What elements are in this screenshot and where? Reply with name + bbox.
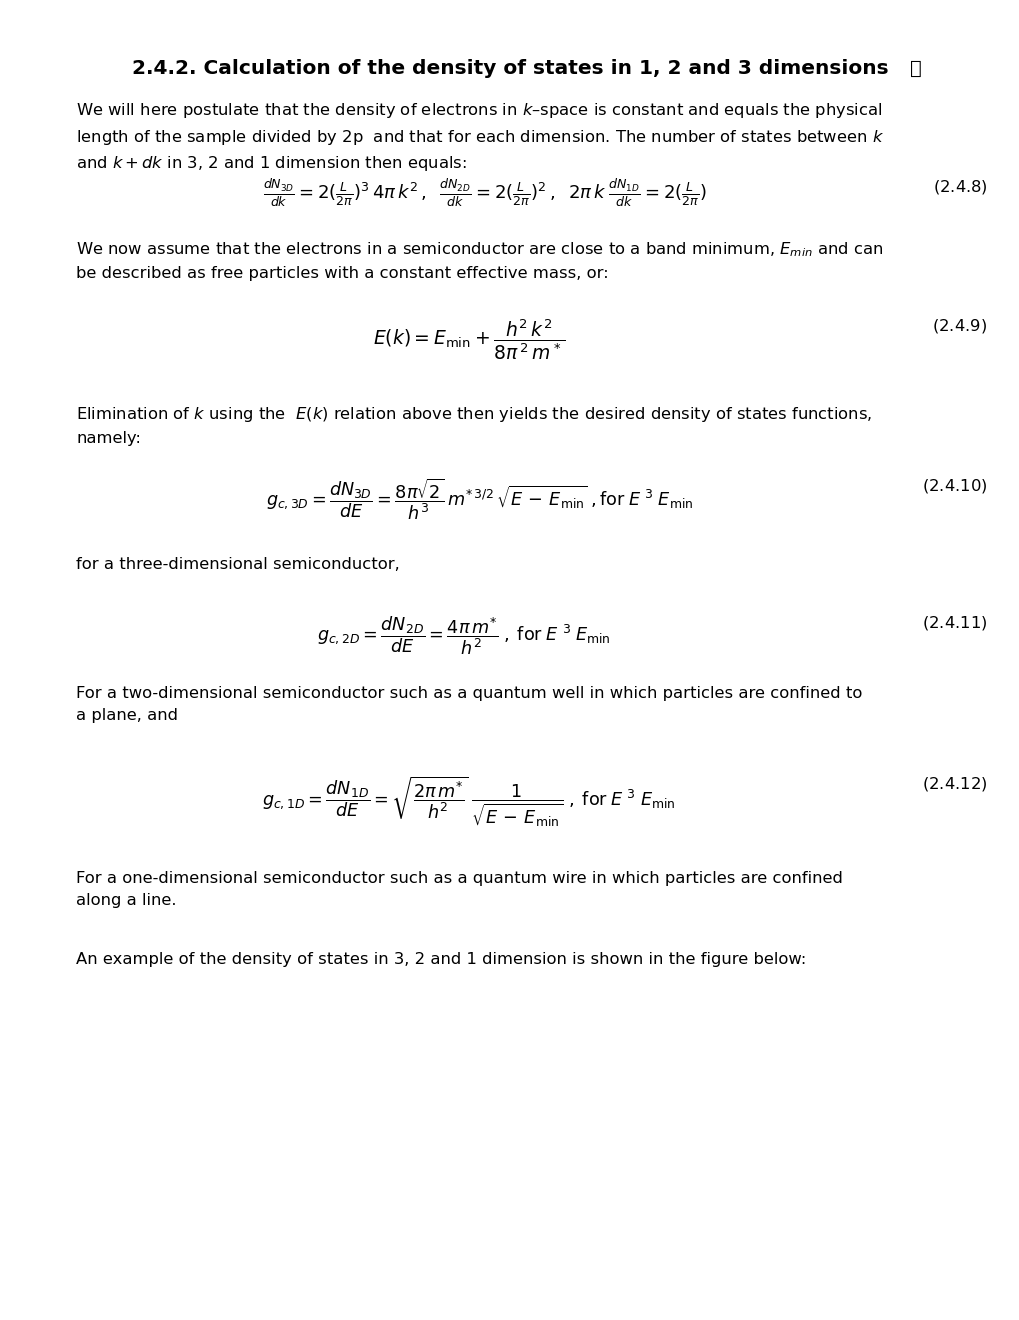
- Text: $g_{c,3D} = \dfrac{dN_{3D}}{dE} = \dfrac{8\pi\sqrt{2}}{h^3}\,m^{*\,3/2}\,\sqrt{E: $g_{c,3D} = \dfrac{dN_{3D}}{dE} = \dfrac…: [266, 477, 692, 523]
- Text: for a three-dimensional semiconductor,: for a three-dimensional semiconductor,: [76, 557, 399, 572]
- Text: Elimination of $k$ using the  $E(k)$ relation above then yields the desired dens: Elimination of $k$ using the $E(k)$ rela…: [76, 405, 872, 446]
- Text: We now assume that the electrons in a semiconductor are close to a band minimum,: We now assume that the electrons in a se…: [76, 240, 882, 281]
- Text: $E(k) = E_{\mathrm{min}} + \dfrac{h^2\,k^2}{8\pi^{\,2}\,m^*}$: $E(k) = E_{\mathrm{min}} + \dfrac{h^2\,k…: [373, 317, 565, 362]
- Text: An example of the density of states in 3, 2 and 1 dimension is shown in the figu: An example of the density of states in 3…: [76, 953, 806, 968]
- Text: $(2.4.8)$: $(2.4.8)$: [932, 177, 986, 195]
- Text: 2.4.2. Calculation of the density of states in 1, 2 and 3 dimensions: 2.4.2. Calculation of the density of sta…: [131, 58, 888, 78]
- Text: For a one-dimensional semiconductor such as a quantum wire in which particles ar: For a one-dimensional semiconductor such…: [76, 871, 843, 908]
- Text: 📚: 📚: [909, 58, 921, 78]
- Text: $(2.4.12)$: $(2.4.12)$: [921, 775, 986, 793]
- Text: $(2.4.10)$: $(2.4.10)$: [921, 477, 986, 495]
- Text: $(2.4.9)$: $(2.4.9)$: [931, 317, 986, 335]
- Text: For a two-dimensional semiconductor such as a quantum well in which particles ar: For a two-dimensional semiconductor such…: [76, 686, 862, 723]
- Text: $\frac{dN_{3D}}{dk} = 2(\frac{L}{2\pi})^3\,4\pi\, k^2$$\,,\;\;\frac{dN_{2D}}{dk}: $\frac{dN_{3D}}{dk} = 2(\frac{L}{2\pi})^…: [262, 177, 706, 210]
- Text: $g_{c,1D} = \dfrac{dN_{1D}}{dE} = \sqrt{\dfrac{2\pi\,m^{*}}{h^2}}\;\dfrac{1}{\sq: $g_{c,1D} = \dfrac{dN_{1D}}{dE} = \sqrt{…: [262, 775, 676, 829]
- Text: $g_{c,2D} = \dfrac{dN_{2D}}{dE} = \dfrac{4\pi\,m^{*}}{h^2}\;,\;\mathrm{for}\;E\;: $g_{c,2D} = \dfrac{dN_{2D}}{dE} = \dfrac…: [317, 615, 610, 657]
- Text: $(2.4.11)$: $(2.4.11)$: [921, 615, 986, 632]
- Text: We will here postulate that the density of electrons in $k$–space is constant an: We will here postulate that the density …: [76, 102, 883, 173]
